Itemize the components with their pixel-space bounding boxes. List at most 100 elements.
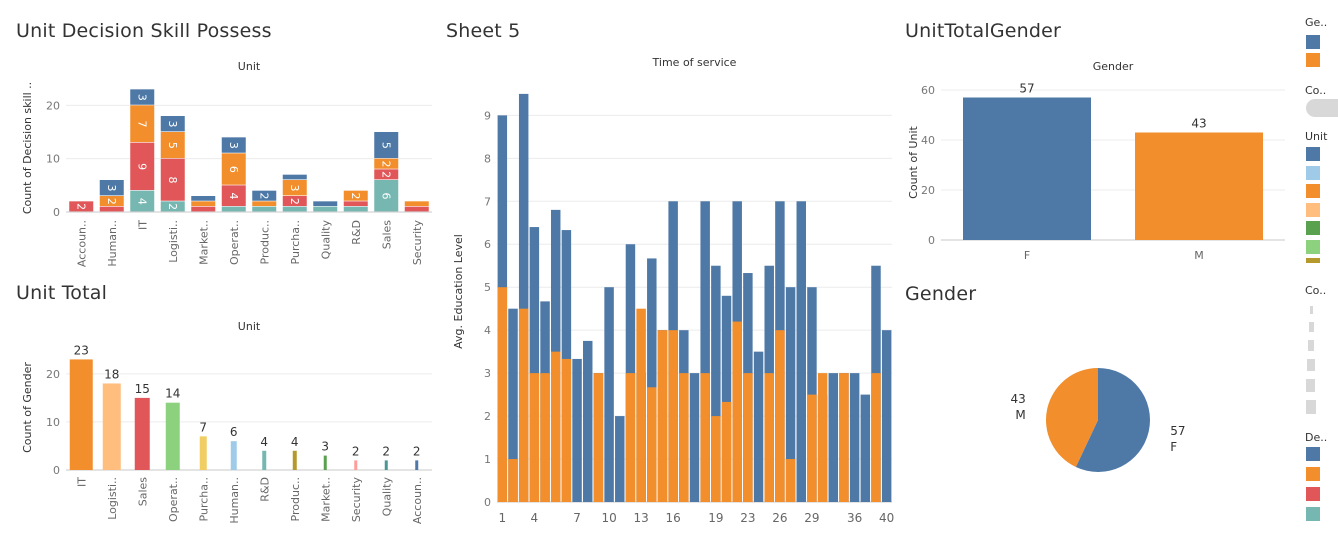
legend-size-step-1	[1310, 306, 1313, 314]
chart-header: Gender	[1093, 60, 1134, 73]
bar-value-label: 43	[1191, 117, 1206, 131]
pie-slice	[1046, 368, 1098, 468]
legend-decision-swatch[interactable]	[1306, 487, 1320, 501]
bar	[550, 351, 561, 502]
stacked-bar-segment	[313, 206, 338, 212]
bar	[323, 455, 327, 470]
y-tick-label: 4	[484, 324, 491, 337]
x-tick-label: 4	[531, 511, 539, 525]
bar-value-label: 4	[291, 435, 299, 449]
bar	[679, 373, 689, 502]
segment-value-label: 3	[105, 185, 118, 192]
legend-unit-swatch[interactable]	[1306, 184, 1320, 198]
stacked-bar-segment	[221, 137, 246, 153]
bar	[615, 416, 625, 502]
bar	[230, 441, 237, 470]
x-tick-label: IT	[75, 477, 88, 487]
bar	[764, 373, 774, 502]
stacked-bar-segment	[374, 158, 399, 169]
x-tick-label: Security	[350, 477, 363, 523]
legend-decision-title: De..	[1305, 431, 1328, 444]
legend-unit-swatch[interactable]	[1306, 239, 1320, 254]
x-tick-label: F	[1024, 249, 1030, 262]
bar	[292, 450, 297, 470]
x-tick-label: Quality	[380, 477, 393, 517]
bar-value-label: 15	[135, 382, 150, 396]
stacked-bar-segment	[252, 201, 277, 207]
gendertotal-chart: 0 20 40 60 Gender Count of Unit 57 F 43 M	[907, 60, 1285, 262]
x-tick-label: R&D	[350, 220, 363, 245]
y-tick-label: 20	[921, 184, 935, 197]
bar	[657, 330, 668, 502]
legend-gender-swatch-f[interactable]	[1306, 35, 1320, 49]
segment-value-label: 5	[379, 142, 392, 149]
bar	[785, 287, 796, 502]
pie-value-label: 57	[1170, 424, 1185, 438]
y-tick-label: 0	[53, 464, 60, 477]
segment-value-label: 2	[379, 161, 392, 168]
bar	[700, 373, 710, 502]
stacked-bar-segment	[160, 158, 185, 201]
stacked-bar-segment	[160, 116, 185, 132]
x-tick-label: Human..	[106, 220, 119, 267]
stacked-bar-segment	[252, 206, 277, 212]
y-tick-label: 10	[46, 153, 60, 166]
legend-unit-swatch[interactable]	[1306, 165, 1320, 180]
pie-slice-label: F	[1170, 440, 1177, 454]
bar	[415, 460, 419, 470]
x-tick-label: Security	[411, 220, 424, 266]
x-tick-label: 7	[573, 511, 581, 525]
y-tick-label: 10	[46, 416, 60, 429]
segment-value-label: 3	[135, 94, 148, 101]
bar	[604, 287, 614, 502]
x-tick-label: Human..	[228, 477, 241, 524]
y-axis-label: Avg. Education Level	[452, 234, 465, 349]
stacked-bar-segment	[221, 206, 246, 212]
bar-value-label: 23	[74, 343, 89, 357]
legend-gender-swatch-m[interactable]	[1306, 53, 1320, 67]
y-tick-label: 8	[484, 152, 491, 165]
x-tick-label: Quality	[319, 220, 332, 260]
segment-value-label: 2	[74, 203, 87, 210]
x-tick-label: 29	[804, 511, 819, 525]
stacked-bar-segment	[160, 132, 185, 159]
bar	[134, 397, 150, 470]
legend-decision-swatch[interactable]	[1306, 507, 1320, 521]
stacked-bar-segment	[69, 201, 94, 212]
legend-unit-swatch[interactable]	[1306, 258, 1320, 263]
legend-unit-swatch[interactable]	[1306, 147, 1320, 161]
stacked-bar-segment	[191, 206, 216, 212]
x-tick-label: Operat..	[167, 477, 180, 522]
stacked-bar-segment	[343, 190, 368, 201]
stacked-bar-segment	[160, 201, 185, 212]
bar	[593, 373, 604, 502]
bar	[711, 265, 721, 502]
bar	[647, 387, 657, 502]
stacked-bar-segment	[282, 196, 307, 207]
x-tick-label: Accoun..	[411, 477, 424, 524]
chart-header: Unit	[238, 60, 261, 73]
bar	[69, 359, 93, 470]
legend-unit-title: Unit	[1305, 130, 1328, 143]
stacked-bar-segment	[313, 201, 338, 207]
unittotal-chart-title: Unit Total	[16, 282, 108, 304]
stacked-bar-segment	[130, 89, 155, 105]
y-tick-label: 60	[921, 84, 935, 97]
y-tick-label: 5	[484, 281, 491, 294]
bar	[785, 459, 796, 502]
bar-value-label: 2	[413, 444, 421, 458]
pie-slice-label: M	[1015, 408, 1025, 422]
x-tick-label: R&D	[258, 477, 271, 502]
x-tick-label: IT	[136, 220, 149, 230]
y-tick-label: 6	[484, 238, 491, 251]
legend-unit-swatch[interactable]	[1306, 202, 1320, 217]
legend-unit-swatch[interactable]	[1306, 221, 1320, 235]
segment-value-label: 2	[288, 198, 301, 205]
gender-chart: 57 F 43 M	[1011, 368, 1185, 472]
bar	[508, 308, 518, 502]
y-tick-label: 2	[484, 410, 491, 423]
x-tick-label: 26	[772, 511, 787, 525]
legend-decision-swatch[interactable]	[1306, 467, 1320, 481]
legend-decision-swatch[interactable]	[1306, 447, 1320, 461]
stacked-bar-segment	[343, 201, 368, 207]
